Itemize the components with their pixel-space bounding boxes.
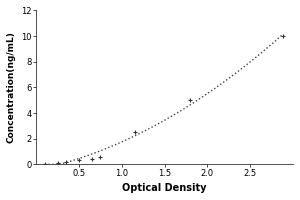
Y-axis label: Concentration(ng/mL): Concentration(ng/mL) [7, 31, 16, 143]
X-axis label: Optical Density: Optical Density [122, 183, 207, 193]
